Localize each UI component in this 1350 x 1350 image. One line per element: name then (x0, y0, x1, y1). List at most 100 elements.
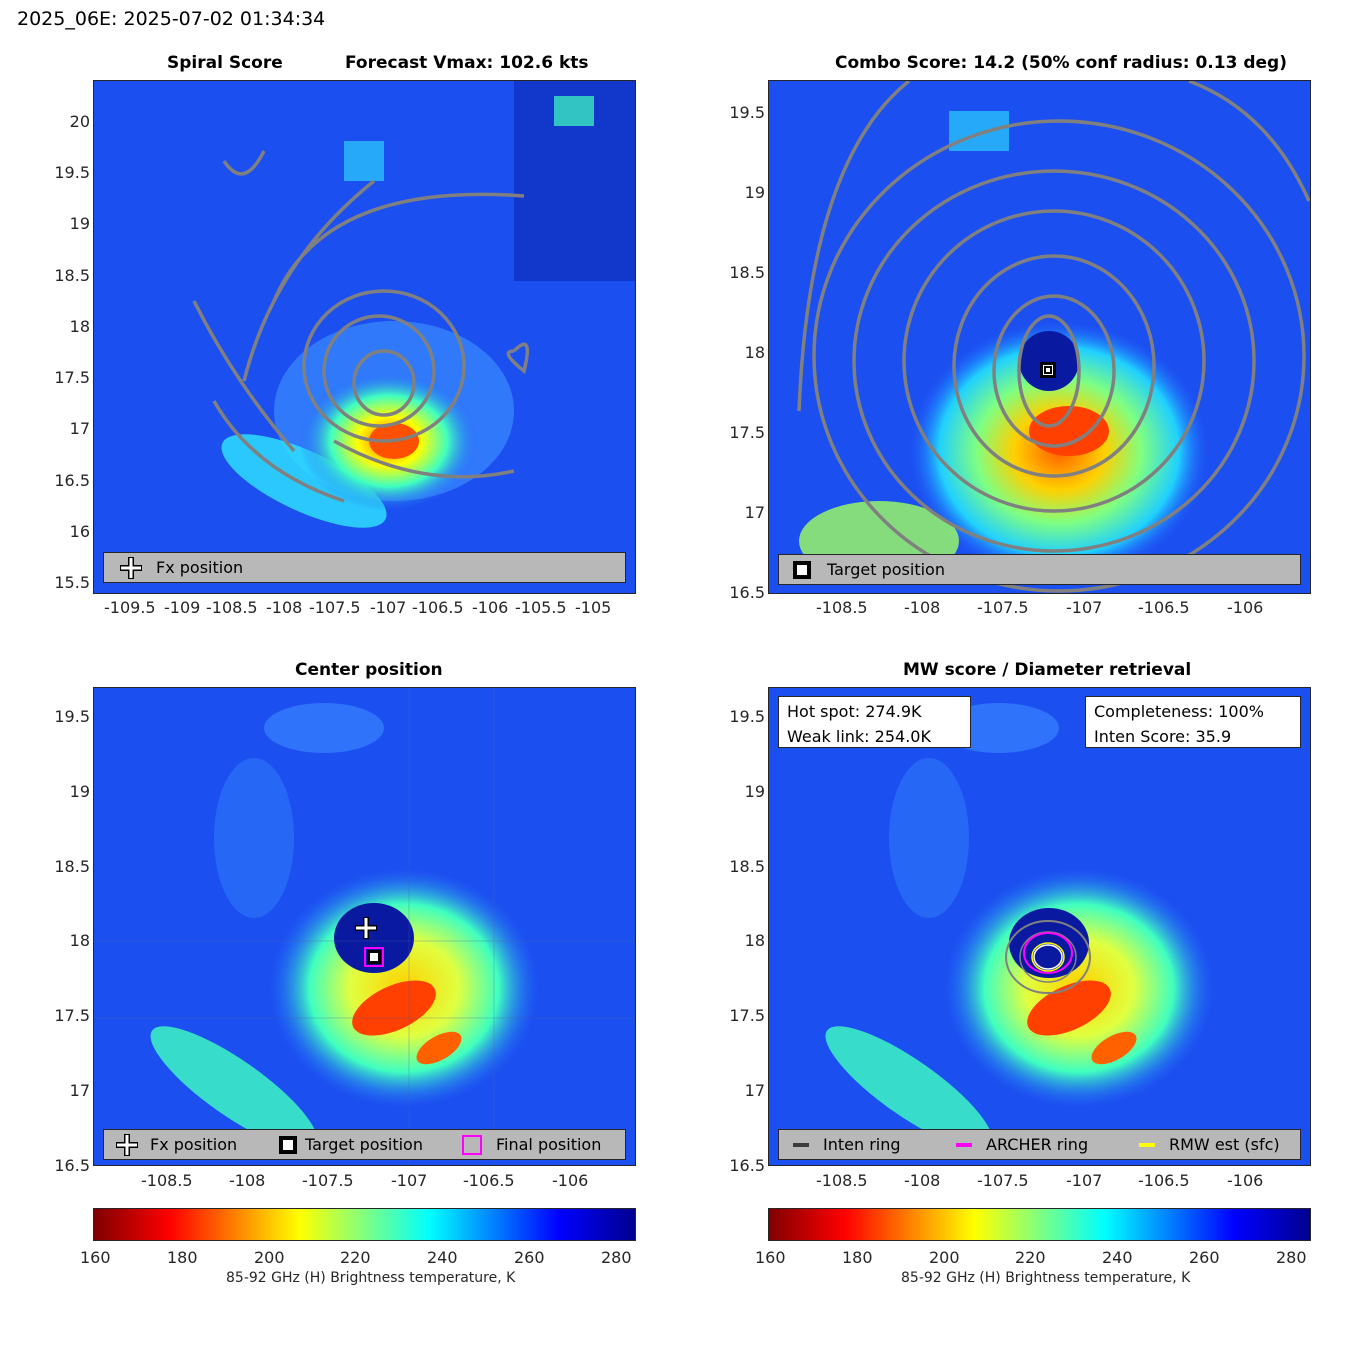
y-tick: 18 (744, 343, 765, 362)
center-position-plot (93, 687, 636, 1166)
legend-fx-label: Fx position (156, 558, 244, 577)
x-tick: -108 (904, 598, 941, 617)
y-tick: 19.5 (54, 163, 90, 182)
y-tick: 17.5 (729, 423, 765, 442)
figure-title: 2025_06E: 2025-07-02 01:34:34 (17, 8, 326, 30)
x-tick: -106.5 (412, 598, 464, 617)
y-tick: 15.5 (54, 573, 90, 592)
mw-heatmap (769, 688, 1310, 1165)
completeness-info-box: Completeness: 100% Inten Score: 35.9 (1085, 696, 1301, 748)
y-tick: 17 (69, 1081, 90, 1100)
cbar-tick: 280 (1276, 1248, 1307, 1267)
x-tick: -107.5 (309, 598, 361, 617)
y-tick: 17.5 (54, 1006, 90, 1025)
forecast-vmax-title: Forecast Vmax: 102.6 kts (345, 53, 589, 73)
y-tick: 17.5 (729, 1006, 765, 1025)
x-tick: -108 (229, 1171, 266, 1190)
y-tick: 16 (69, 522, 90, 541)
colorbar-left-label: 85-92 GHz (H) Brightness temperature, K (226, 1270, 516, 1286)
x-tick: -107 (370, 598, 407, 617)
final-position-icon (462, 1134, 482, 1155)
combo-heatmap (769, 81, 1310, 593)
y-tick: 19.5 (729, 103, 765, 122)
x-tick: -108.5 (206, 598, 258, 617)
center-title: Center position (295, 660, 443, 680)
mw-score-plot (768, 687, 1311, 1166)
archer-ring-icon (956, 1142, 972, 1147)
x-tick: -108 (904, 1171, 941, 1190)
x-tick: -105.5 (515, 598, 567, 617)
y-tick: 18.5 (54, 266, 90, 285)
x-tick: -109.5 (104, 598, 156, 617)
y-tick: 18.5 (729, 263, 765, 282)
cbar-tick: 240 (1102, 1248, 1133, 1267)
y-tick: 18 (69, 931, 90, 950)
legend-target-label: Target position (305, 1135, 423, 1154)
legend-target-label: Target position (827, 560, 945, 579)
cbar-tick: 200 (929, 1248, 960, 1267)
spiral-legend: Fx position (103, 552, 626, 583)
cbar-tick: 180 (842, 1248, 873, 1267)
y-tick: 19 (69, 214, 90, 233)
x-tick: -107 (1066, 598, 1103, 617)
cbar-tick: 200 (254, 1248, 285, 1267)
fx-position-marker (355, 917, 377, 939)
x-tick: -108.5 (816, 598, 868, 617)
x-tick: -108.5 (141, 1171, 193, 1190)
y-tick: 17.5 (54, 368, 90, 387)
legend-rmw-label: RMW est (sfc) (1169, 1135, 1280, 1154)
y-tick: 19.5 (729, 707, 765, 726)
hot-spot-text: Hot spot: 274.9K (787, 702, 922, 721)
cbar-tick: 220 (340, 1248, 371, 1267)
inten-score-text: Inten Score: 35.9 (1094, 727, 1232, 746)
colorbar-right (768, 1208, 1311, 1241)
cbar-tick: 160 (755, 1248, 786, 1267)
x-tick: -106 (472, 598, 509, 617)
legend-final-label: Final position (496, 1135, 602, 1154)
rmw-est-icon (1139, 1142, 1155, 1147)
x-tick: -106.5 (1138, 1171, 1190, 1190)
y-tick: 16.5 (729, 583, 765, 602)
spiral-heatmap (94, 81, 635, 593)
x-tick: -106 (1227, 1171, 1264, 1190)
cbar-tick: 220 (1015, 1248, 1046, 1267)
cbar-tick: 280 (601, 1248, 632, 1267)
x-tick: -107.5 (977, 598, 1029, 617)
x-tick: -106 (1227, 598, 1264, 617)
x-tick: -106 (552, 1171, 589, 1190)
x-tick: -105 (575, 598, 612, 617)
combo-title: Combo Score: 14.2 (50% conf radius: 0.13… (835, 53, 1287, 73)
colorbar-left (93, 1208, 636, 1241)
y-tick: 18.5 (729, 857, 765, 876)
hotspot-info-box: Hot spot: 274.9K Weak link: 254.0K (778, 696, 971, 748)
y-tick: 18.5 (54, 857, 90, 876)
y-tick: 17 (744, 503, 765, 522)
mw-legend: Inten ring ARCHER ring RMW est (sfc) (778, 1129, 1301, 1160)
weak-link-text: Weak link: 254.0K (787, 727, 931, 746)
combo-legend: Target position (778, 554, 1301, 585)
target-position-marker (1040, 362, 1056, 378)
y-tick: 17 (744, 1081, 765, 1100)
x-tick: -108.5 (816, 1171, 868, 1190)
cbar-tick: 180 (167, 1248, 198, 1267)
y-tick: 16.5 (729, 1156, 765, 1175)
x-tick: -107.5 (302, 1171, 354, 1190)
mw-title: MW score / Diameter retrieval (903, 660, 1192, 680)
x-tick: -109 (164, 598, 201, 617)
y-tick: 19 (69, 782, 90, 801)
y-tick: 19.5 (54, 707, 90, 726)
y-tick: 17 (69, 419, 90, 438)
cbar-tick: 160 (80, 1248, 111, 1267)
y-tick: 16.5 (54, 471, 90, 490)
cbar-tick: 260 (514, 1248, 545, 1267)
combo-score-plot (768, 80, 1311, 594)
cbar-tick: 240 (427, 1248, 458, 1267)
x-tick: -107 (1066, 1171, 1103, 1190)
fx-position-icon (120, 556, 142, 579)
cbar-tick: 260 (1189, 1248, 1220, 1267)
y-tick: 18 (744, 931, 765, 950)
legend-inten-label: Inten ring (823, 1135, 901, 1154)
inten-ring-icon (793, 1142, 809, 1147)
y-tick: 16.5 (54, 1156, 90, 1175)
spiral-score-plot (93, 80, 636, 594)
